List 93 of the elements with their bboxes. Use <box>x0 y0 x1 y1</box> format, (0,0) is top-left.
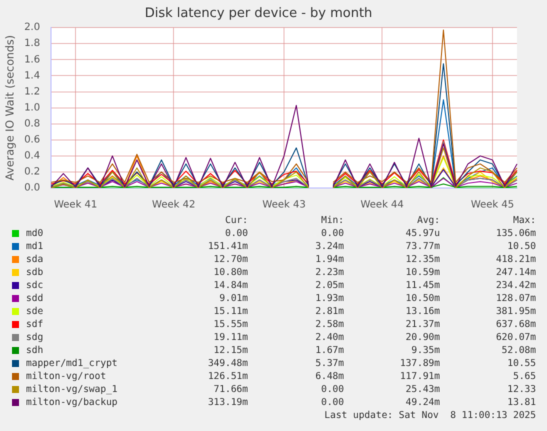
text: 126.51m <box>206 370 248 383</box>
text: 2.05m <box>314 279 344 292</box>
text: 15.55m <box>212 318 248 331</box>
legend-label: milton-vg/swap_1 <box>26 383 118 396</box>
y-tick-label: 1.6 <box>24 54 40 66</box>
text: 12.35m <box>404 253 440 266</box>
text: 19.11m <box>212 331 248 344</box>
text: 2.40m <box>314 331 344 344</box>
legend-label: sdb <box>26 266 44 279</box>
text: 13.81 <box>506 396 536 409</box>
text: 0.00 <box>320 227 344 240</box>
text: 3.24m <box>314 240 344 253</box>
text: 2.58m <box>314 318 344 331</box>
text: 52.08m <box>500 344 536 357</box>
text: 247.14m <box>494 266 536 279</box>
y-tick-label: 2.0 <box>24 22 40 34</box>
text: 11.45m <box>404 279 440 292</box>
text: 137.89m <box>398 357 440 370</box>
y-tick-label: 0.2 <box>24 166 40 178</box>
x-tick-label: Week 41 <box>54 200 98 211</box>
text: 10.80m <box>212 266 248 279</box>
y-tick-label: 1.8 <box>24 38 40 50</box>
text: 12.15m <box>212 344 248 357</box>
legend-label: mapper/md1_crypt <box>26 357 118 370</box>
text: 20.90m <box>404 331 440 344</box>
legend-label: sdg <box>26 331 44 344</box>
y-tick-label: 0.8 <box>24 118 40 130</box>
y-tick-label: 0.6 <box>24 134 40 146</box>
x-tick-label: Week 44 <box>360 200 404 211</box>
text: 1.67m <box>314 344 344 357</box>
text: Last update: Sat Nov 8 11:00:13 2025 <box>323 409 536 422</box>
y-tick-label: 1.0 <box>24 102 40 114</box>
legend-label: milton-vg/backup <box>26 396 118 409</box>
chart-title: Disk latency per device - by month <box>144 6 372 22</box>
text: 2.81m <box>314 305 344 318</box>
text: 45.97u <box>404 227 440 240</box>
text: 0.00 <box>320 396 344 409</box>
text: 128.07m <box>494 292 536 305</box>
text: 12.33 <box>506 383 536 396</box>
text: 73.77m <box>404 240 440 253</box>
text: 10.55 <box>506 357 536 370</box>
text: 10.50 <box>506 240 536 253</box>
legend-label: milton-vg/root <box>26 370 106 383</box>
text: 0.00 <box>320 383 344 396</box>
text: 13.16m <box>404 305 440 318</box>
text: 418.21m <box>494 253 536 266</box>
text: 637.68m <box>494 318 536 331</box>
text: 620.07m <box>494 331 536 344</box>
legend-label: sdh <box>26 344 44 357</box>
text: 117.91m <box>398 370 440 383</box>
legend-label: sdf <box>26 318 44 331</box>
legend-label: sda <box>26 253 44 266</box>
text: 1.93m <box>314 292 344 305</box>
text: 349.48m <box>206 357 248 370</box>
text: Cur: <box>224 214 248 227</box>
text: 5.65 <box>512 370 536 383</box>
x-tick-label: Week 42 <box>152 200 196 211</box>
text: 15.11m <box>212 305 248 318</box>
text: Max: <box>512 214 536 227</box>
y-tick-label: 0.0 <box>24 182 40 194</box>
text: 313.19m <box>206 396 248 409</box>
y-tick-label: 1.2 <box>24 86 40 98</box>
y-axis-title: Average IO Wait (seconds) <box>3 35 16 180</box>
text: 21.37m <box>404 318 440 331</box>
x-tick-label: Week 45 <box>470 200 514 211</box>
legend-label: md1 <box>26 240 44 253</box>
text: 1.94m <box>314 253 344 266</box>
text: 9.01m <box>218 292 248 305</box>
y-tick-label: 1.4 <box>24 70 40 82</box>
text: 71.66m <box>212 383 248 396</box>
text: 10.59m <box>404 266 440 279</box>
text: 151.41m <box>206 240 248 253</box>
text: 12.70m <box>212 253 248 266</box>
text: 5.37m <box>314 357 344 370</box>
text: Avg: <box>416 214 440 227</box>
text: Min: <box>320 214 344 227</box>
text: 14.84m <box>212 279 248 292</box>
legend-label: sdc <box>26 279 44 292</box>
text: 0.00 <box>224 227 248 240</box>
text: 9.35m <box>410 344 440 357</box>
text: 135.06m <box>494 227 536 240</box>
text: 25.43m <box>404 383 440 396</box>
y-tick-label: 0.4 <box>24 150 40 162</box>
legend-label: md0 <box>26 227 44 240</box>
legend-label: sdd <box>26 292 44 305</box>
x-tick-label: Week 43 <box>262 200 306 211</box>
text: 49.24m <box>404 396 440 409</box>
text: 381.95m <box>494 305 536 318</box>
text: 234.42m <box>494 279 536 292</box>
text: 10.50m <box>404 292 440 305</box>
text: 6.48m <box>314 370 344 383</box>
text: 2.23m <box>314 266 344 279</box>
legend-label: sde <box>26 305 44 318</box>
